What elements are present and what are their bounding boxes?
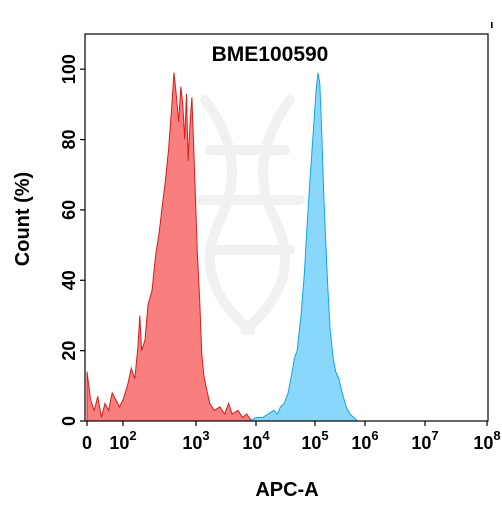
x-tick-label: 108	[473, 428, 500, 453]
watermark-logo	[195, 95, 305, 335]
y-tick-label: 60	[59, 200, 79, 220]
x-axis: 0 102 103 104 105 106 107 108	[82, 421, 501, 453]
histogram-series-2	[249, 72, 358, 421]
y-axis: 0 20 40 60 80 100	[59, 54, 85, 426]
x-tick-label: 102	[109, 428, 136, 453]
x-tick-label: 103	[182, 428, 209, 453]
chart-title: BME100590	[212, 43, 329, 66]
y-tick-label: 0	[59, 416, 79, 426]
corner-mark	[491, 22, 493, 28]
histogram-series	[86, 72, 358, 421]
x-tick-label: 104	[242, 428, 270, 453]
histogram-series-1	[86, 72, 255, 421]
x-tick-label: 107	[411, 428, 438, 453]
y-tick-label: 80	[59, 130, 79, 150]
x-tick-label: 0	[82, 433, 92, 453]
x-tick-label: 105	[301, 428, 328, 453]
plot-frame	[84, 33, 489, 422]
y-tick-label: 20	[59, 341, 79, 361]
x-tick-label: 106	[351, 428, 378, 453]
y-axis-title: Count (%)	[12, 172, 34, 266]
y-tick-label: 40	[59, 270, 79, 290]
y-tick-label: 100	[59, 54, 79, 84]
x-axis-title: APC-A	[255, 479, 318, 501]
